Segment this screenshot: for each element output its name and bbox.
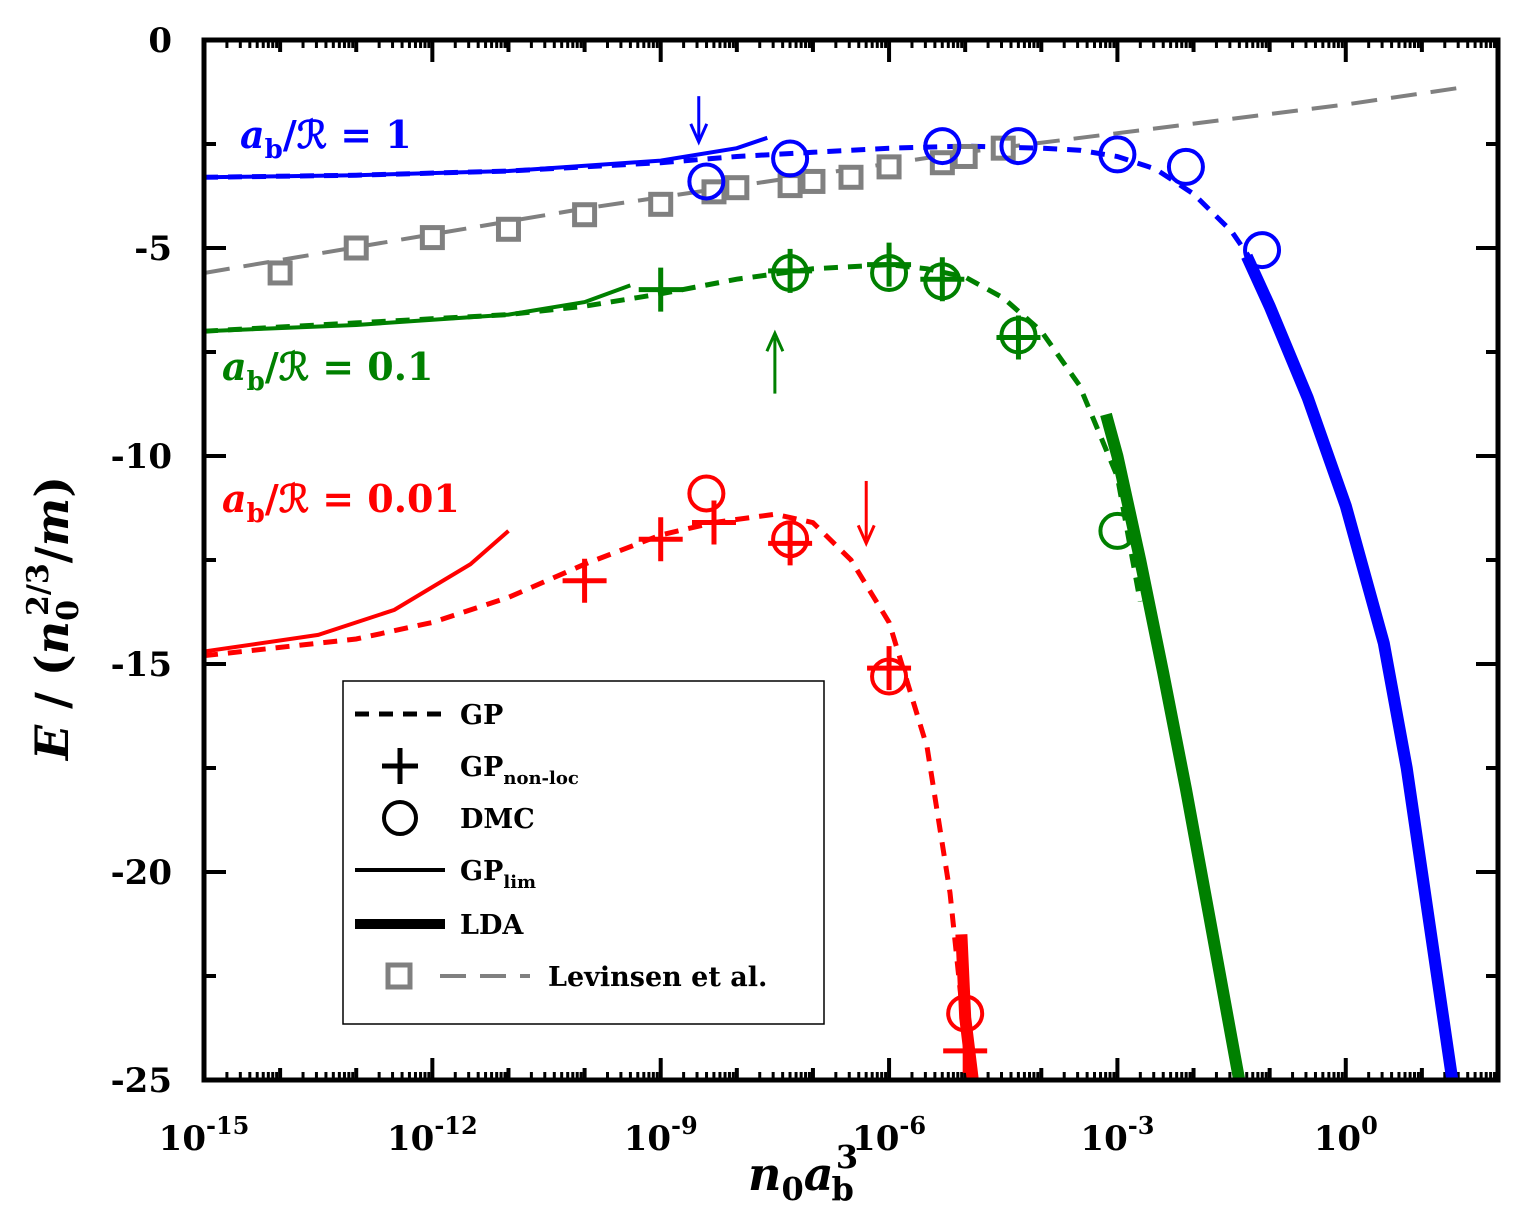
y-tick-label: -25	[111, 1061, 172, 1101]
y-tick-label: -20	[111, 853, 172, 893]
y-tick-label: -10	[111, 437, 172, 477]
levinsen-point	[498, 219, 518, 239]
levinsen-point	[780, 176, 800, 196]
levinsen-point	[575, 205, 595, 225]
legend-label: GP	[460, 700, 503, 731]
levinsen-point	[270, 263, 290, 283]
y-tick-label: -5	[134, 229, 172, 269]
legend-label: Levinsen et al.	[548, 962, 767, 993]
legend-label: DMC	[460, 804, 535, 835]
levinsen-point	[803, 171, 823, 191]
chart: 10-15 10-12 10-9 10-6 10-3 100 0-5-10-15-20-2…	[0, 0, 1530, 1220]
levinsen-point	[879, 157, 899, 177]
levinsen-point	[651, 194, 671, 214]
y-tick-label: -15	[111, 645, 172, 685]
levinsen-point	[727, 178, 747, 198]
levinsen-point	[346, 238, 366, 258]
legend-label: LDA	[460, 910, 524, 941]
x-axis-title: n0ab3	[748, 1138, 858, 1208]
levinsen-point	[841, 167, 861, 187]
y-tick-label: 0	[148, 21, 172, 61]
levinsen-point	[422, 228, 442, 248]
